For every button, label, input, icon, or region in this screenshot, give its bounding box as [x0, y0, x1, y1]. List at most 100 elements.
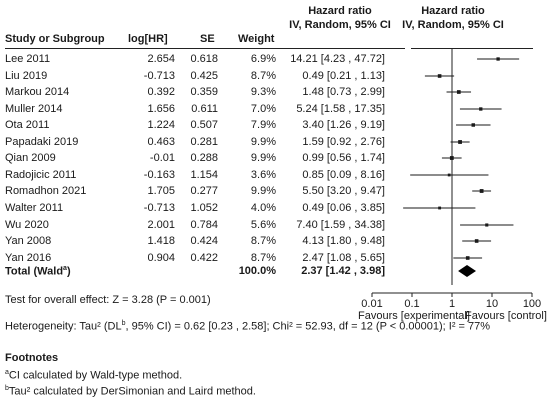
study-name: Wu 2020	[5, 219, 49, 231]
study-weight: 9.3%	[250, 86, 276, 98]
study-loghr: 0.463	[147, 136, 175, 148]
weight-header: Weight	[238, 33, 275, 45]
study-weight: 9.9%	[250, 152, 276, 164]
point-estimate-square	[438, 206, 442, 210]
study-name: Romadhon 2021	[5, 185, 87, 197]
x-tick-label: 0.01	[361, 298, 382, 310]
header-rule	[5, 48, 405, 49]
point-estimate-square	[447, 173, 451, 177]
study-name: Yan 2016	[5, 252, 52, 264]
study-weight: 7.9%	[250, 119, 276, 131]
study-loghr: 0.904	[147, 252, 175, 264]
point-estimate-square	[474, 239, 479, 243]
study-name: Lee 2011	[5, 53, 51, 65]
study-ci: 1.48 [0.73 , 2.99]	[302, 86, 385, 98]
study-weight: 9.9%	[250, 185, 276, 197]
study-name: Walter 2011	[5, 202, 64, 214]
study-name: Radojicic 2011	[5, 169, 77, 181]
study-ci: 5.24 [1.58 , 17.35]	[296, 103, 385, 115]
study-ci: 5.50 [3.20 , 9.47]	[302, 185, 385, 197]
se-header: SE	[200, 33, 215, 45]
study-weight: 8.7%	[250, 235, 276, 247]
point-estimate-square	[465, 256, 470, 260]
study-se: 0.424	[190, 235, 218, 247]
loghr-header: log[HR]	[128, 33, 168, 45]
study-weight: 8.7%	[250, 70, 276, 82]
study-weight: 5.6%	[250, 219, 276, 231]
footnote-b: bTau² calculated by DerSimonian and Lair…	[5, 385, 256, 398]
study-loghr: -0.01	[149, 152, 175, 164]
study-loghr: 1.224	[147, 119, 175, 131]
study-loghr: -0.713	[143, 202, 175, 214]
study-ci: 0.85 [0.09 , 8.16]	[302, 169, 385, 181]
study-name: Liu 2019	[5, 70, 48, 82]
point-estimate-square	[479, 189, 484, 193]
plot-header-sub: IV, Random, 95% CI	[402, 19, 504, 31]
study-weight: 3.6%	[250, 169, 276, 181]
heterogeneity-text: Heterogeneity: Tau² (DLb, 95% CI) = 0.62…	[5, 320, 491, 333]
study-ci: 2.47 [1.08 , 5.65]	[302, 252, 385, 264]
study-ci: 0.49 [0.21 , 1.13]	[302, 70, 385, 82]
study-ci: 7.40 [1.59 , 34.38]	[296, 219, 385, 231]
x-tick-label: 0.1	[404, 298, 419, 310]
footnotes-title: Footnotes	[5, 352, 59, 364]
hr-header-sub: IV, Random, 95% CI	[289, 19, 391, 31]
study-se: 0.359	[190, 86, 218, 98]
favours-left-label: Favours [experimental]	[358, 310, 470, 322]
plot-header-rule	[411, 48, 533, 49]
study-loghr: 1.656	[147, 103, 175, 115]
study-name: Muller 2014	[5, 103, 63, 115]
x-tick-label: 1	[449, 298, 455, 310]
point-estimate-square	[458, 140, 462, 144]
study-weight: 7.0%	[250, 103, 276, 115]
point-estimate-square	[471, 123, 475, 127]
study-se: 1.154	[190, 169, 218, 181]
x-tick-label: 100	[523, 298, 541, 310]
study-ci: 0.49 [0.06 , 3.85]	[302, 202, 385, 214]
hr-header-title: Hazard ratio	[308, 5, 372, 17]
point-estimate-square	[485, 223, 489, 227]
study-ci: 0.99 [0.56 , 1.74]	[302, 152, 385, 164]
study-se: 0.507	[190, 119, 218, 131]
study-name: Markou 2014	[5, 86, 70, 98]
study-se: 1.052	[190, 202, 218, 214]
study-ci: 3.40 [1.26 , 9.19]	[302, 119, 385, 131]
study-name: Papadaki 2019	[5, 136, 79, 148]
footnote-a: aCI calculated by Wald-type method.	[5, 369, 183, 382]
study-loghr: 2.654	[147, 53, 175, 65]
study-se: 0.277	[190, 185, 218, 197]
study-se: 0.281	[190, 136, 218, 148]
study-loghr: -0.713	[143, 70, 175, 82]
study-name: Ota 2011	[5, 119, 50, 131]
point-estimate-square	[437, 74, 442, 78]
study-loghr: -0.163	[143, 169, 175, 181]
point-estimate-square	[449, 156, 454, 160]
study-loghr: 1.418	[147, 235, 175, 247]
x-tick-label: 10	[486, 298, 498, 310]
study-weight: 6.9%	[250, 53, 276, 65]
study-ci: 4.13 [1.80 , 9.48]	[302, 235, 385, 247]
study-se: 0.611	[191, 103, 218, 115]
study-loghr: 0.392	[147, 86, 175, 98]
study-se: 0.425	[190, 70, 218, 82]
plot-header-title: Hazard ratio	[421, 5, 485, 17]
study-name: Yan 2008	[5, 235, 52, 247]
study-se: 0.422	[190, 252, 218, 264]
study-se: 0.288	[190, 152, 218, 164]
total-weight: 100.0%	[238, 265, 276, 277]
study-header: Study or Subgroup	[5, 33, 105, 45]
total-ci: 2.37 [1.42 , 3.98]	[301, 265, 385, 277]
study-se: 0.784	[190, 219, 218, 231]
total-label: Total (Walda)	[5, 265, 71, 278]
study-loghr: 1.705	[147, 185, 175, 197]
overall-effect-text: Test for overall effect: Z = 3.28 (P = 0…	[5, 294, 211, 306]
study-weight: 8.7%	[250, 252, 276, 264]
study-weight: 4.0%	[250, 202, 276, 214]
point-estimate-square	[496, 57, 500, 61]
study-se: 0.618	[190, 53, 218, 65]
study-ci: 14.21 [4.23 , 47.72]	[290, 53, 385, 65]
point-estimate-square	[479, 107, 483, 111]
favours-right-label: Favours [control]	[465, 310, 547, 322]
study-ci: 1.59 [0.92 , 2.76]	[302, 136, 385, 148]
